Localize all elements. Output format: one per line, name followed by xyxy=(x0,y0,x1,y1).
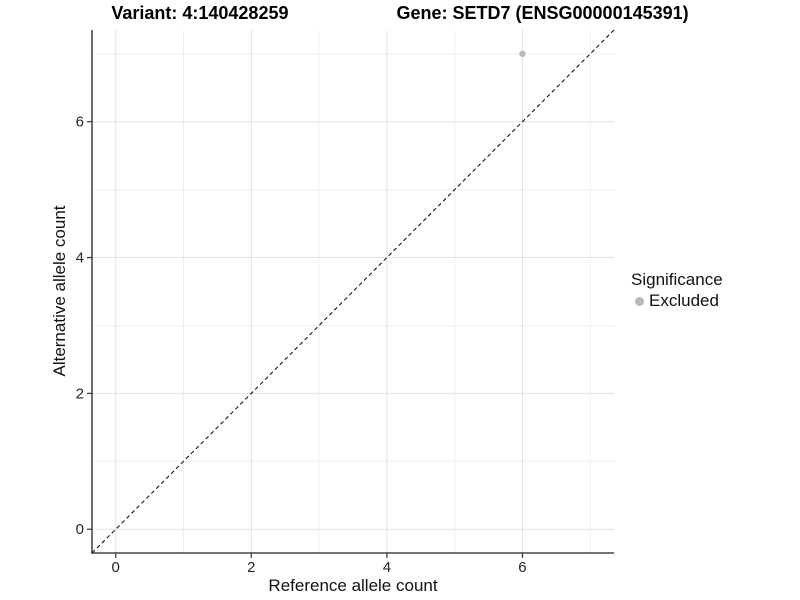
y-tick-label: 0 xyxy=(76,521,84,538)
legend-title: Significance xyxy=(631,270,723,289)
x-tick-label: 6 xyxy=(518,559,526,576)
data-point xyxy=(519,50,526,57)
gene-title: Gene: SETD7 (ENSG00000145391) xyxy=(396,3,689,23)
y-tick-label: 4 xyxy=(76,250,84,267)
legend-item-excluded: Excluded xyxy=(631,291,723,311)
legend: Significance Excluded xyxy=(631,269,723,311)
y-tick-label: 6 xyxy=(76,114,84,131)
x-tick-label: 2 xyxy=(247,559,255,576)
y-tick-label: 2 xyxy=(76,385,84,402)
x-axis-title: Reference allele count xyxy=(268,576,438,595)
x-tick-label: 0 xyxy=(112,559,120,576)
identity-line xyxy=(91,29,615,554)
y-axis-title: Alternative allele count xyxy=(50,205,69,377)
plot-title-row: Variant: 4:140428259 Gene: SETD7 (ENSG00… xyxy=(0,3,800,24)
variant-title: Variant: 4:140428259 xyxy=(111,3,289,23)
legend-point-icon xyxy=(635,296,644,306)
legend-key xyxy=(631,293,648,310)
x-tick-label: 4 xyxy=(383,559,391,576)
legend-item-label: Excluded xyxy=(649,291,719,310)
